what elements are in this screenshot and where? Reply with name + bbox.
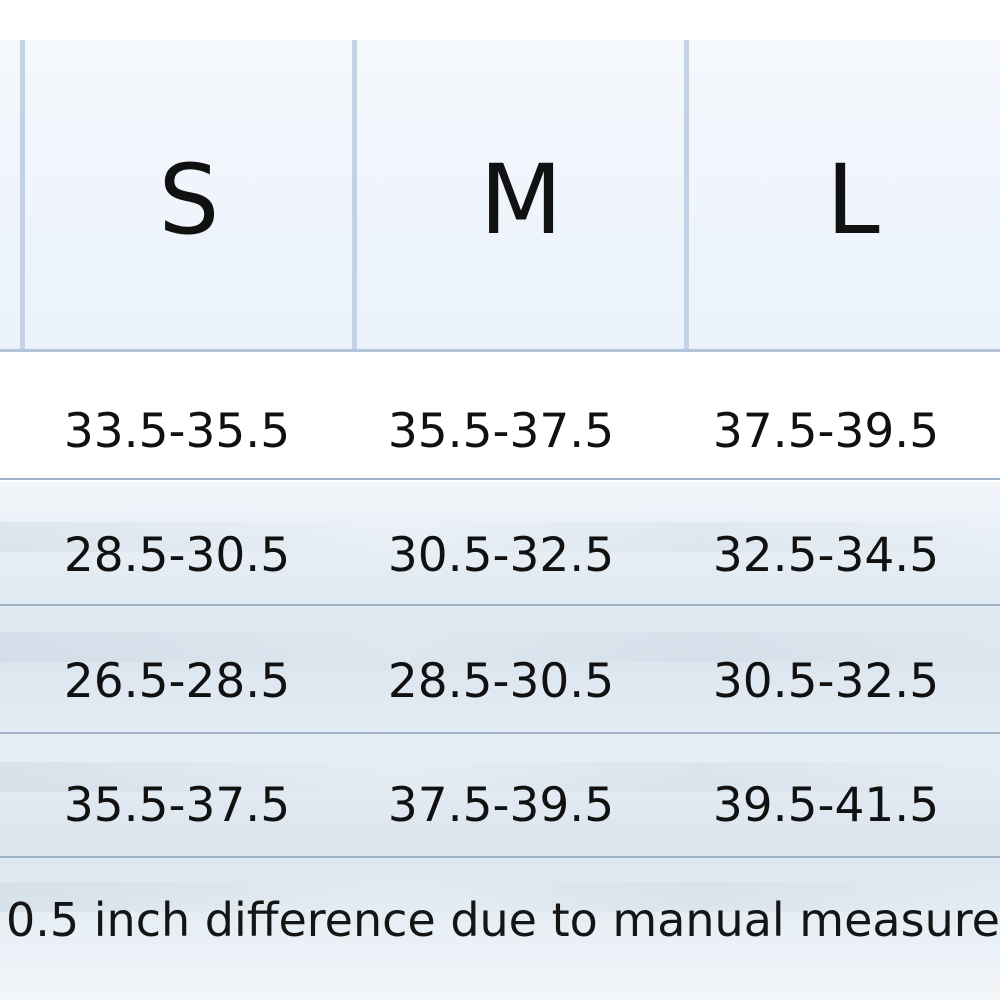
size-header-s: S: [158, 144, 220, 256]
table-cell: 28.5-30.5: [387, 654, 615, 709]
table-cell: 33.5-35.5: [63, 404, 291, 459]
table-cell: 39.5-41.5: [712, 778, 940, 833]
grid-line: [352, 40, 357, 352]
table-cell: 30.5-32.5: [712, 654, 940, 709]
header-divider: [0, 349, 1000, 352]
table-cell: 37.5-39.5: [387, 778, 615, 833]
grid-line: [20, 40, 25, 352]
row-divider: [0, 478, 1000, 480]
background-photo: [0, 482, 1000, 1000]
table-cell: 26.5-28.5: [63, 654, 291, 709]
table-cell: 37.5-39.5: [712, 404, 940, 459]
grid-line: [684, 40, 689, 352]
row-divider: [0, 856, 1000, 858]
row-divider: [0, 732, 1000, 734]
header-band: [0, 40, 1000, 350]
size-header-m: M: [479, 144, 563, 256]
table-cell: 32.5-34.5: [712, 528, 940, 583]
size-header-l: L: [826, 144, 880, 256]
table-cell: 28.5-30.5: [63, 528, 291, 583]
row-band-1: [0, 352, 1000, 480]
row-divider: [0, 604, 1000, 606]
top-margin: [0, 0, 1000, 40]
table-cell: 35.5-37.5: [63, 778, 291, 833]
measurement-note: 0.5 inch difference due to manual measur…: [6, 893, 1000, 947]
table-cell: 35.5-37.5: [387, 404, 615, 459]
table-cell: 30.5-32.5: [387, 528, 615, 583]
